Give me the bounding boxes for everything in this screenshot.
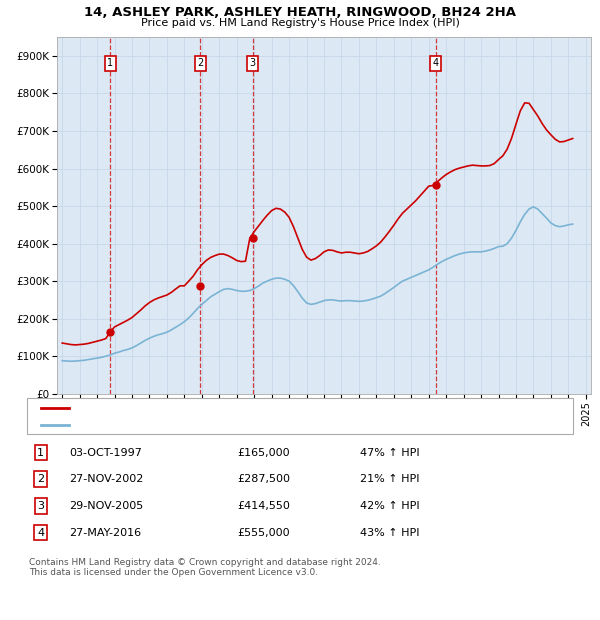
Text: 14, ASHLEY PARK, ASHLEY HEATH, RINGWOOD, BH24 2HA: 14, ASHLEY PARK, ASHLEY HEATH, RINGWOOD,… xyxy=(84,6,516,19)
Text: 27-NOV-2002: 27-NOV-2002 xyxy=(69,474,143,484)
Text: £414,550: £414,550 xyxy=(237,501,290,511)
Text: 1: 1 xyxy=(107,58,113,68)
Text: 03-OCT-1997: 03-OCT-1997 xyxy=(69,448,142,458)
Text: 21% ↑ HPI: 21% ↑ HPI xyxy=(360,474,419,484)
Text: 14, ASHLEY PARK, ASHLEY HEATH, RINGWOOD, BH24 2HA (detached house): 14, ASHLEY PARK, ASHLEY HEATH, RINGWOOD,… xyxy=(73,403,469,413)
Text: £287,500: £287,500 xyxy=(237,474,290,484)
Text: £165,000: £165,000 xyxy=(237,448,290,458)
Text: 4: 4 xyxy=(433,58,439,68)
Text: 4: 4 xyxy=(37,528,44,538)
Text: 43% ↑ HPI: 43% ↑ HPI xyxy=(360,528,419,538)
Text: 1: 1 xyxy=(37,448,44,458)
Text: HPI: Average price, detached house, Dorset: HPI: Average price, detached house, Dors… xyxy=(73,420,301,430)
Text: £555,000: £555,000 xyxy=(237,528,290,538)
Text: 42% ↑ HPI: 42% ↑ HPI xyxy=(360,501,419,511)
Text: 3: 3 xyxy=(250,58,256,68)
Text: 47% ↑ HPI: 47% ↑ HPI xyxy=(360,448,419,458)
Text: Contains HM Land Registry data © Crown copyright and database right 2024.
This d: Contains HM Land Registry data © Crown c… xyxy=(29,558,380,577)
Text: 2: 2 xyxy=(197,58,203,68)
Text: 29-NOV-2005: 29-NOV-2005 xyxy=(69,501,143,511)
Text: 3: 3 xyxy=(37,501,44,511)
Text: 2: 2 xyxy=(37,474,44,484)
Text: 27-MAY-2016: 27-MAY-2016 xyxy=(69,528,141,538)
Text: Price paid vs. HM Land Registry's House Price Index (HPI): Price paid vs. HM Land Registry's House … xyxy=(140,18,460,28)
